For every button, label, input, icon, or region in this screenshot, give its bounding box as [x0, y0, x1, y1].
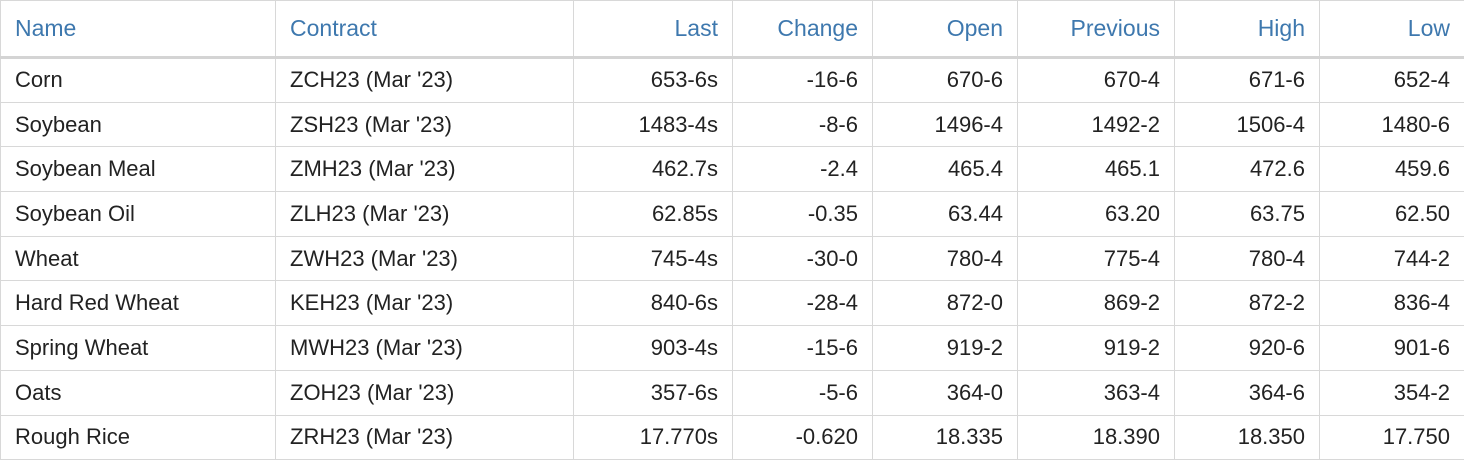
previous-price: 1492-2 — [1017, 101, 1175, 148]
high-price: 671-6 — [1174, 57, 1320, 103]
open-price: 465.4 — [872, 146, 1018, 193]
previous-price: 18.390 — [1017, 414, 1175, 461]
table-row: Soybean Meal ZMH23 (Mar '23) 462.7s -2.4… — [0, 146, 1464, 193]
table-body: Corn ZCH23 (Mar '23) 653-6s -16-6 670-6 … — [0, 57, 1464, 461]
open-price: 18.335 — [872, 414, 1018, 461]
open-price: 919-2 — [872, 325, 1018, 371]
open-price: 780-4 — [872, 235, 1018, 282]
high-price: 872-2 — [1174, 280, 1320, 327]
commodity-name-link[interactable]: Oats — [0, 369, 276, 416]
header-high[interactable]: High — [1174, 0, 1320, 59]
low-price: 901-6 — [1319, 325, 1464, 371]
last-price: 903-4s — [573, 325, 733, 371]
contract-link[interactable]: ZWH23 (Mar '23) — [275, 235, 574, 282]
table-row: Corn ZCH23 (Mar '23) 653-6s -16-6 670-6 … — [0, 57, 1464, 103]
last-price: 62.85s — [573, 191, 733, 237]
high-price: 18.350 — [1174, 414, 1320, 461]
low-price: 459.6 — [1319, 146, 1464, 193]
commodity-name-link[interactable]: Soybean — [0, 101, 276, 148]
high-price: 63.75 — [1174, 191, 1320, 237]
commodity-name-link[interactable]: Soybean Meal — [0, 146, 276, 193]
previous-price: 869-2 — [1017, 280, 1175, 327]
price-change: -5-6 — [732, 369, 873, 416]
table-row: Soybean ZSH23 (Mar '23) 1483-4s -8-6 149… — [0, 101, 1464, 148]
open-price: 63.44 — [872, 191, 1018, 237]
table-row: Oats ZOH23 (Mar '23) 357-6s -5-6 364-0 3… — [0, 369, 1464, 416]
high-price: 920-6 — [1174, 325, 1320, 371]
previous-price: 363-4 — [1017, 369, 1175, 416]
last-price: 1483-4s — [573, 101, 733, 148]
low-price: 354-2 — [1319, 369, 1464, 416]
low-price: 1480-6 — [1319, 101, 1464, 148]
last-price: 840-6s — [573, 280, 733, 327]
commodity-name-link[interactable]: Corn — [0, 57, 276, 103]
header-name[interactable]: Name — [0, 0, 276, 59]
previous-price: 919-2 — [1017, 325, 1175, 371]
table-row: Soybean Oil ZLH23 (Mar '23) 62.85s -0.35… — [0, 191, 1464, 237]
table-row: Wheat ZWH23 (Mar '23) 745-4s -30-0 780-4… — [0, 235, 1464, 282]
open-price: 1496-4 — [872, 101, 1018, 148]
contract-link[interactable]: ZCH23 (Mar '23) — [275, 57, 574, 103]
low-price: 744-2 — [1319, 235, 1464, 282]
high-price: 780-4 — [1174, 235, 1320, 282]
table-header: Name Contract Last Change Open Previous … — [0, 0, 1464, 59]
low-price: 836-4 — [1319, 280, 1464, 327]
price-change: -2.4 — [732, 146, 873, 193]
high-price: 364-6 — [1174, 369, 1320, 416]
table-row: Hard Red Wheat KEH23 (Mar '23) 840-6s -2… — [0, 280, 1464, 327]
commodity-name-link[interactable]: Hard Red Wheat — [0, 280, 276, 327]
price-change: -16-6 — [732, 57, 873, 103]
open-price: 670-6 — [872, 57, 1018, 103]
contract-link[interactable]: MWH23 (Mar '23) — [275, 325, 574, 371]
contract-link[interactable]: ZMH23 (Mar '23) — [275, 146, 574, 193]
last-price: 745-4s — [573, 235, 733, 282]
header-low[interactable]: Low — [1319, 0, 1464, 59]
previous-price: 670-4 — [1017, 57, 1175, 103]
commodity-name-link[interactable]: Wheat — [0, 235, 276, 282]
header-previous[interactable]: Previous — [1017, 0, 1175, 59]
header-change[interactable]: Change — [732, 0, 873, 59]
price-change: -28-4 — [732, 280, 873, 327]
header-contract[interactable]: Contract — [275, 0, 574, 59]
table-row: Rough Rice ZRH23 (Mar '23) 17.770s -0.62… — [0, 414, 1464, 461]
contract-link[interactable]: ZSH23 (Mar '23) — [275, 101, 574, 148]
commodity-name-link[interactable]: Soybean Oil — [0, 191, 276, 237]
commodity-name-link[interactable]: Rough Rice — [0, 414, 276, 461]
price-change: -15-6 — [732, 325, 873, 371]
open-price: 872-0 — [872, 280, 1018, 327]
table-row: Spring Wheat MWH23 (Mar '23) 903-4s -15-… — [0, 325, 1464, 371]
price-change: -0.35 — [732, 191, 873, 237]
contract-link[interactable]: ZLH23 (Mar '23) — [275, 191, 574, 237]
contract-link[interactable]: ZRH23 (Mar '23) — [275, 414, 574, 461]
commodity-name-link[interactable]: Spring Wheat — [0, 325, 276, 371]
previous-price: 775-4 — [1017, 235, 1175, 282]
low-price: 652-4 — [1319, 57, 1464, 103]
price-change: -30-0 — [732, 235, 873, 282]
low-price: 62.50 — [1319, 191, 1464, 237]
last-price: 17.770s — [573, 414, 733, 461]
high-price: 1506-4 — [1174, 101, 1320, 148]
price-change: -8-6 — [732, 101, 873, 148]
high-price: 472.6 — [1174, 146, 1320, 193]
open-price: 364-0 — [872, 369, 1018, 416]
header-row: Name Contract Last Change Open Previous … — [0, 0, 1464, 59]
last-price: 357-6s — [573, 369, 733, 416]
low-price: 17.750 — [1319, 414, 1464, 461]
contract-link[interactable]: KEH23 (Mar '23) — [275, 280, 574, 327]
previous-price: 63.20 — [1017, 191, 1175, 237]
contract-link[interactable]: ZOH23 (Mar '23) — [275, 369, 574, 416]
header-open[interactable]: Open — [872, 0, 1018, 59]
last-price: 462.7s — [573, 146, 733, 193]
header-last[interactable]: Last — [573, 0, 733, 59]
price-change: -0.620 — [732, 414, 873, 461]
last-price: 653-6s — [573, 57, 733, 103]
previous-price: 465.1 — [1017, 146, 1175, 193]
